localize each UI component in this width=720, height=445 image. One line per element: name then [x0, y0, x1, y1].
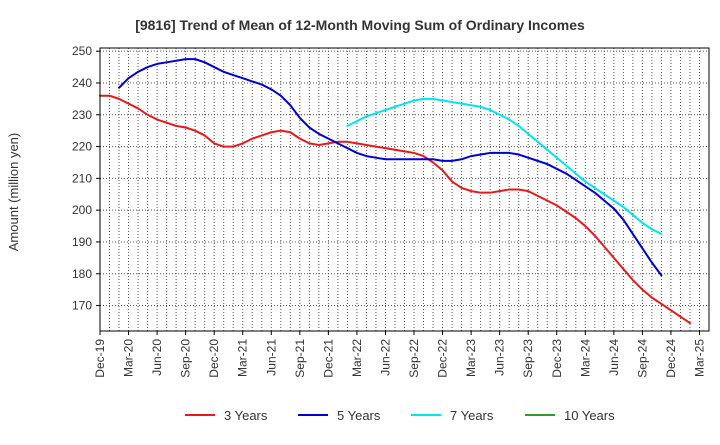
- y-tick-label: 220: [72, 140, 92, 154]
- x-tick-label: Jun-24: [607, 339, 621, 376]
- legend-label-7-years: 7 Years: [450, 408, 494, 423]
- y-axis-label: Amount (million yen): [6, 133, 21, 252]
- legend-label-10-years: 10 Years: [564, 408, 615, 423]
- series-lines: [99, 58, 691, 325]
- x-tick-label: Sep-21: [293, 339, 307, 378]
- y-tick-label: 230: [72, 108, 92, 122]
- y-tick-label: 200: [72, 203, 92, 217]
- x-tick-label: Jun-21: [264, 339, 278, 376]
- x-tick-label: Mar-25: [692, 339, 706, 377]
- x-tick-label: Mar-22: [350, 339, 364, 377]
- legend: 3 Years 5 Years 7 Years 10 Years: [185, 408, 615, 423]
- x-tick-label: Dec-20: [207, 339, 221, 378]
- y-tick-label: 210: [72, 171, 92, 185]
- grid-lines: [100, 48, 709, 331]
- y-tick-label: 250: [72, 44, 92, 58]
- legend-label-5-years: 5 Years: [337, 408, 381, 423]
- chart-title: [9816] Trend of Mean of 12-Month Moving …: [135, 17, 585, 33]
- x-tick-label: Dec-21: [321, 339, 335, 378]
- x-tick-label: Mar-24: [578, 339, 592, 377]
- y-tick-label: 190: [72, 235, 92, 249]
- x-tick-label: Sep-22: [407, 339, 421, 378]
- x-axis-ticks: Dec-19 Mar-20 Jun-20 Sep-20 Dec-20 Mar-21 Jun-…: [93, 331, 706, 378]
- x-tick-label: Dec-23: [550, 339, 564, 378]
- series-line-5-years: [118, 58, 663, 277]
- x-tick-label: Mar-20: [122, 339, 136, 377]
- x-tick-label: Mar-21: [236, 339, 250, 377]
- y-tick-label: 240: [72, 76, 92, 90]
- x-tick-label: Sep-23: [521, 339, 535, 378]
- plot-area-frame: [99, 47, 710, 332]
- x-tick-label: Sep-20: [179, 339, 193, 378]
- x-tick-label: Mar-23: [464, 339, 478, 377]
- legend-label-3-years: 3 Years: [224, 408, 268, 423]
- x-tick-label: Jun-22: [378, 339, 392, 376]
- series-line-7-years: [346, 97, 663, 236]
- x-tick-label: Sep-24: [635, 339, 649, 378]
- y-axis-ticks: 170 180 190 200 210 220 230 240 250: [72, 44, 100, 313]
- x-tick-label: Jun-23: [493, 339, 507, 376]
- x-tick-label: Jun-20: [150, 339, 164, 376]
- series-line-3-years: [99, 94, 691, 325]
- y-tick-label: 170: [72, 299, 92, 313]
- x-tick-label: Dec-24: [664, 339, 678, 378]
- x-tick-label: Dec-19: [93, 339, 107, 378]
- y-tick-label: 180: [72, 267, 92, 281]
- x-tick-label: Dec-22: [436, 339, 450, 378]
